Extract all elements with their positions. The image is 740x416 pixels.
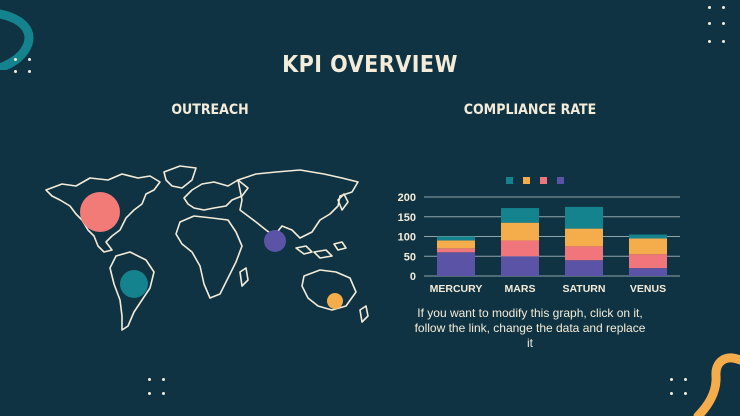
category-label: MERCURY bbox=[430, 283, 483, 295]
outreach-bubble-asia bbox=[264, 230, 286, 252]
category-label: MARS bbox=[505, 283, 536, 295]
bar-segment bbox=[501, 240, 539, 257]
legend-swatch bbox=[540, 177, 547, 184]
bar-segment bbox=[437, 252, 475, 276]
bar-segment bbox=[437, 248, 475, 253]
bar-segment bbox=[501, 256, 539, 276]
legend-swatch bbox=[506, 177, 513, 184]
bottom-right-swirl-decoration bbox=[693, 353, 740, 416]
legend-swatch bbox=[557, 177, 564, 184]
bar-segment bbox=[501, 208, 539, 223]
bar-segment bbox=[501, 222, 539, 241]
y-tick-label: 100 bbox=[398, 232, 416, 244]
outreach-bubble-south-america bbox=[120, 270, 148, 298]
world-map bbox=[42, 160, 382, 340]
bar-segment bbox=[629, 268, 667, 276]
bar-segment bbox=[629, 238, 667, 255]
outreach-bubble-australia bbox=[327, 293, 343, 309]
compliance-rate-heading: COMPLIANCE RATE bbox=[463, 102, 597, 118]
bar-segment bbox=[565, 246, 603, 261]
outreach-heading: OUTREACH bbox=[171, 102, 249, 118]
y-tick-label: 0 bbox=[410, 271, 416, 283]
bar-segment bbox=[565, 206, 603, 229]
chart-instructions-text: If you want to modify this graph, click … bbox=[414, 306, 646, 350]
top-left-swirl-decoration bbox=[0, 9, 34, 70]
category-label: SATURN bbox=[563, 283, 606, 295]
y-tick-label: 200 bbox=[398, 192, 416, 204]
legend-swatch bbox=[523, 177, 530, 184]
bar-segment bbox=[629, 254, 667, 269]
outreach-bubble-north-america bbox=[80, 192, 120, 232]
y-tick-label: 50 bbox=[404, 251, 416, 263]
bar-segment bbox=[437, 236, 475, 241]
bar-segment bbox=[629, 234, 667, 239]
bar-segment bbox=[565, 260, 603, 276]
bar-segment bbox=[437, 240, 475, 249]
y-tick-label: 150 bbox=[398, 212, 416, 224]
world-map-outline bbox=[45, 165, 369, 331]
category-label: VENUS bbox=[630, 283, 666, 295]
slide-title: KPI OVERVIEW bbox=[282, 52, 458, 78]
compliance-rate-chart[interactable]: 0 50 100 150 200 MERCURY MARS SATURN VENUS bbox=[390, 170, 690, 300]
bar-segment bbox=[565, 228, 603, 247]
